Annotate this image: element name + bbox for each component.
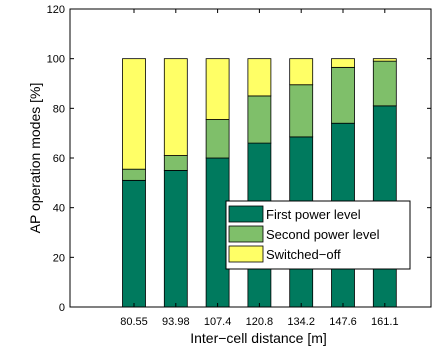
bar-segment-3-7 <box>372 58 397 62</box>
y-tick-label: 40 <box>53 203 65 215</box>
bar-segment-2-4 <box>247 95 272 144</box>
bar-segment-3-3 <box>205 58 230 120</box>
bar-segment-1-2 <box>163 170 188 308</box>
bar-segment-2-5 <box>289 84 314 138</box>
bar-segment-2-7 <box>372 60 397 107</box>
legend-label-2: Second power level <box>266 227 380 242</box>
y-tick-label: 100 <box>47 54 65 66</box>
legend-label-1: First power level <box>266 207 361 222</box>
y-tick-label: 0 <box>59 302 65 314</box>
bar-segment-3-2 <box>163 58 188 156</box>
x-tick-label: 93.98 <box>162 316 190 328</box>
bar-segment-2-1 <box>122 168 146 181</box>
x-tick-label: 107.4 <box>204 316 232 328</box>
bar-segment-1-1 <box>122 179 146 308</box>
legend: First power level Second power level Switc… <box>225 200 411 270</box>
bar-segment-3-5 <box>289 58 314 86</box>
y-axis-label: AP operation modes [%] <box>27 83 43 234</box>
legend-label-3: Switched−off <box>266 247 341 262</box>
x-tick-label: 161.1 <box>371 316 399 328</box>
y-tick-label: 20 <box>53 252 65 264</box>
legend-swatch-3 <box>228 245 264 263</box>
bar-segment-3-6 <box>331 58 355 68</box>
y-tick-label: 120 <box>47 4 65 16</box>
x-tick-label: 134.2 <box>287 316 315 328</box>
bar-segment-2-6 <box>331 66 355 124</box>
y-tick-label: 80 <box>53 103 65 115</box>
bar-segment-3-1 <box>122 58 146 170</box>
bar-segment-3-4 <box>247 58 272 97</box>
legend-swatch-1 <box>228 205 264 223</box>
ticks-group: 80.55 93.98 107.4 120.8 134.2 147.6 161.1 0 20 40… <box>47 4 431 328</box>
x-tick-label: 147.6 <box>329 316 357 328</box>
y-tick-label: 60 <box>53 153 65 165</box>
x-axis-label: Inter−cell distance [m] <box>190 330 327 346</box>
x-tick-label: 120.8 <box>246 316 274 328</box>
bar-segment-2-3 <box>205 119 230 159</box>
bar-segment-2-2 <box>163 155 188 171</box>
legend-swatch-2 <box>228 225 264 243</box>
x-tick-label: 80.55 <box>120 316 148 328</box>
